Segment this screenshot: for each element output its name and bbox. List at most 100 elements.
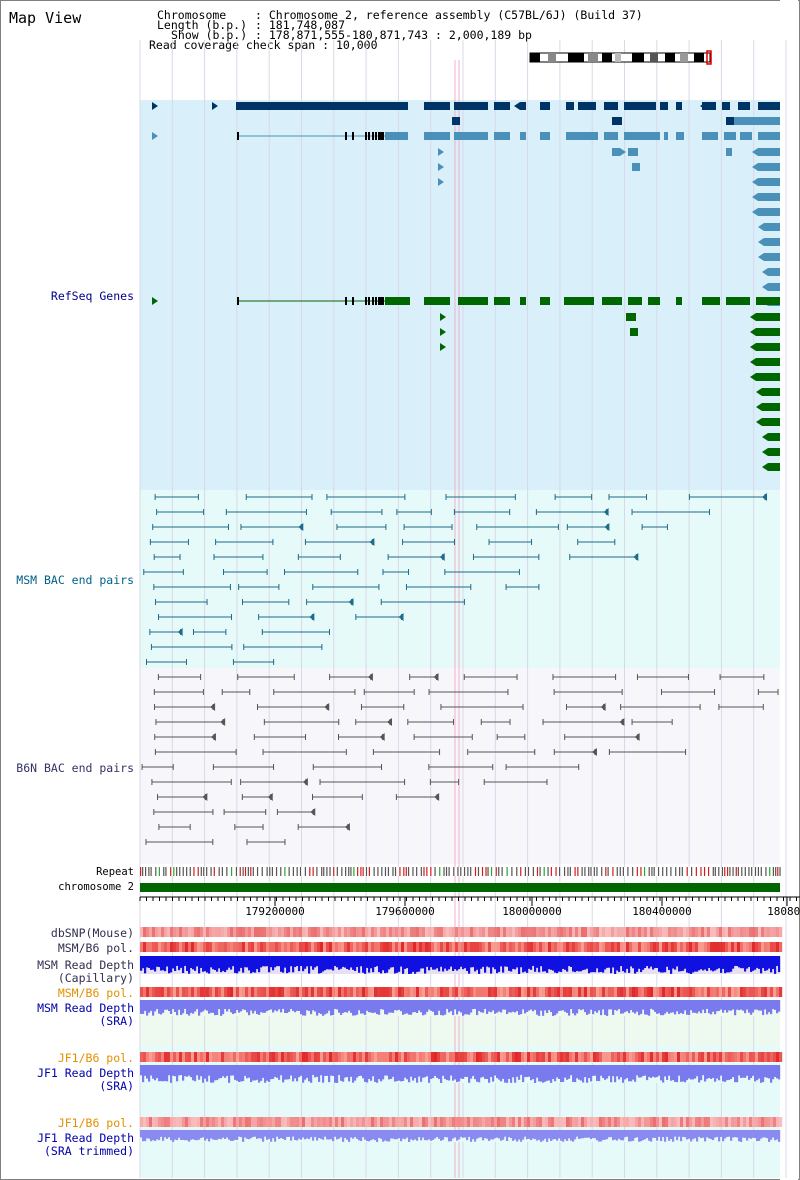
jf1-sra-depth	[414, 1065, 417, 1079]
msm-capillary-depth	[168, 956, 171, 974]
jf1-sra-depth	[320, 1065, 323, 1076]
jf1-b6-pol-label-2[interactable]: JF1/B6 pol.	[57, 1116, 134, 1130]
jf1-pol2-heat	[401, 1117, 405, 1127]
msm-bac-track[interactable]	[143, 493, 768, 665]
msm-sra-depth	[504, 1000, 507, 1010]
msm-sra-depth	[236, 1000, 239, 1010]
jf1-trimmed-depth	[416, 1130, 419, 1141]
msm-capillary-depth	[198, 956, 201, 974]
msm-pol-heat	[539, 942, 543, 952]
repeat-element	[443, 867, 445, 876]
jf1-pol-heat	[368, 1052, 372, 1062]
msm-sra-depth	[458, 1000, 461, 1012]
msm-pol2-heat	[638, 987, 642, 997]
jf1-pol2-heat	[365, 1117, 369, 1127]
msm-capillary-depth	[370, 956, 373, 969]
repeat-element	[703, 867, 706, 876]
jf1-trimmed-depth	[474, 1130, 477, 1142]
jf1-trimmed-depth	[218, 1130, 221, 1139]
jf1-trimmed-depth	[674, 1130, 677, 1137]
repeat-element	[559, 867, 561, 876]
jf1-pol2-heat	[674, 1117, 678, 1127]
jf1-sra-depth	[570, 1065, 573, 1076]
dbsnp-heat	[566, 927, 570, 937]
msm-capillary-depth	[406, 956, 409, 969]
jf1-trimmed-depth	[754, 1130, 757, 1139]
jf1-pol2-heat	[314, 1117, 318, 1127]
msm-sra-depth	[578, 1000, 581, 1010]
msm-pol2-heat	[482, 987, 486, 997]
msm-b6-pol-label[interactable]: MSM/B6 pol.	[57, 941, 134, 955]
repeat-element	[213, 867, 215, 876]
jf1-trimmed-depth	[186, 1130, 189, 1141]
jf1-trimmed-depth	[692, 1130, 695, 1140]
repeat-element	[651, 867, 653, 876]
msm-capillary-depth	[328, 956, 331, 970]
jf1-sra-depth	[596, 1065, 599, 1081]
jf1-pol2-heat	[761, 1117, 765, 1127]
chromosome-ideogram[interactable]	[529, 50, 712, 65]
msm-sra-depth	[572, 1000, 575, 1014]
jf1-trimmed-depth	[712, 1130, 715, 1141]
jf1-trimmed-depth	[308, 1130, 311, 1140]
repeat-element	[726, 867, 729, 876]
jf1-pol2-heat	[713, 1117, 717, 1127]
msm-capillary-depth	[580, 956, 583, 972]
dbsnp-heat	[212, 927, 216, 937]
dbsnp-heat	[371, 927, 375, 937]
repeat-track[interactable]	[140, 867, 781, 876]
msm-capillary-depth	[148, 956, 151, 969]
dbsnp-heat	[539, 927, 543, 937]
repeat-element	[765, 867, 767, 876]
dbsnp-heat	[749, 927, 753, 937]
refseq-genes-label[interactable]: RefSeq Genes	[50, 289, 134, 303]
msm-read-depth-sra-label[interactable]: MSM Read Depth	[37, 1001, 134, 1015]
repeat-label[interactable]: Repeat	[96, 866, 134, 878]
msm-capillary-depth	[232, 956, 235, 967]
msm-pol-heat	[206, 942, 210, 952]
jf1-pol2-heat	[599, 1117, 603, 1127]
jf1-pol-heat	[359, 1052, 363, 1062]
jf1-trimmed-depth	[718, 1130, 721, 1142]
dbsnp-label[interactable]: dbSNP(Mouse)	[50, 926, 134, 940]
jf1-trimmed-depth	[500, 1130, 503, 1141]
b6n-bac-track[interactable]	[141, 673, 779, 845]
jf1-b6-pol-label[interactable]: JF1/B6 pol.	[57, 1051, 134, 1065]
b6n-bac-label[interactable]: B6N BAC end pairs	[16, 761, 134, 775]
jf1-sra-depth	[602, 1065, 605, 1079]
msm-pol2-heat	[503, 987, 507, 997]
refseq-genes-track[interactable]	[152, 102, 780, 471]
jf1-read-depth-trimmed-label[interactable]: JF1 Read Depth	[37, 1131, 134, 1145]
msm-sra-depth	[390, 1000, 393, 1013]
msm-sra-depth	[396, 1000, 399, 1011]
jf1-pol-heat	[734, 1052, 738, 1062]
jf1-sra-depth	[434, 1065, 437, 1076]
dbsnp-heat	[722, 927, 726, 937]
jf1-pol2-heat	[299, 1117, 303, 1127]
jf1-trimmed-depth	[386, 1130, 389, 1142]
jf1-sra-depth	[538, 1065, 541, 1082]
jf1-sra-depth	[360, 1065, 363, 1076]
msm-capillary-depth	[630, 956, 633, 967]
jf1-pol2-heat	[716, 1117, 720, 1127]
msm-sra-depth	[588, 1000, 591, 1014]
jf1-trimmed-depth	[736, 1130, 739, 1138]
msm-pol2-heat	[191, 987, 195, 997]
dbsnp-heat	[422, 927, 426, 937]
msm-sra-depth	[414, 1000, 417, 1013]
msm-capillary-depth	[424, 956, 427, 974]
jf1-read-depth-sra-label[interactable]: JF1 Read Depth	[37, 1066, 134, 1080]
jf1-pol-heat	[173, 1052, 177, 1062]
msm-b6-pol-label-2[interactable]: MSM/B6 pol.	[57, 986, 134, 1000]
msm-pol-heat	[413, 942, 417, 952]
msm-capillary-depth	[670, 956, 673, 974]
gene-block	[452, 117, 460, 125]
msm-sra-depth	[206, 1000, 209, 1011]
msm-sra-depth	[162, 1000, 165, 1013]
jf1-trimmed-depth	[376, 1130, 379, 1142]
msm-bac-label[interactable]: MSM BAC end pairs	[16, 573, 134, 587]
msm-capillary-depth	[622, 956, 625, 972]
msm-capillary-depth	[164, 956, 167, 972]
msm-read-depth-capillary-label[interactable]: MSM Read Depth	[37, 958, 134, 972]
